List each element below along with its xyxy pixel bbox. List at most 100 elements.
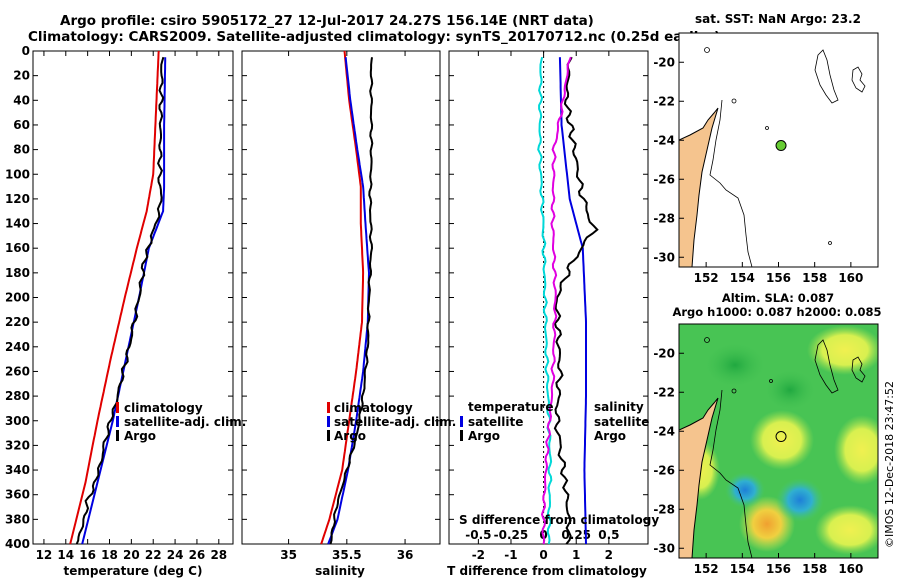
y-tick-label: 160 bbox=[5, 241, 30, 255]
x-tick-label: 2 bbox=[605, 548, 613, 562]
y-tick-label: 40 bbox=[13, 93, 30, 107]
legend-label-s-argo: Argo bbox=[594, 429, 626, 443]
map-x-tick-label: 160 bbox=[838, 271, 863, 285]
legend-swatch-climatology bbox=[327, 402, 330, 413]
legend-label-t-argo: Argo bbox=[468, 429, 500, 443]
legend-swatch-satellite bbox=[116, 416, 119, 427]
x-tick-label: 0 bbox=[539, 548, 547, 562]
y-tick-label: 280 bbox=[5, 389, 30, 403]
temperature-panel-frame bbox=[32, 50, 234, 545]
x-tick-label: 24 bbox=[167, 548, 184, 562]
map-y-tick-label: -24 bbox=[653, 133, 675, 147]
continental-shelf-contour bbox=[709, 389, 753, 558]
map-y-tick-label: -20 bbox=[653, 55, 675, 69]
sla-high-patch bbox=[750, 410, 814, 470]
float-position-marker bbox=[775, 431, 787, 443]
map-y-tick-label: -20 bbox=[653, 346, 675, 360]
temperature-plot: 12 14 16 18 20 22 24 26 280204060801001201401601… bbox=[5, 44, 233, 562]
x-tick-label: 12 bbox=[36, 548, 53, 562]
legend-swatch-argo bbox=[116, 430, 119, 441]
seamount-contour bbox=[704, 47, 710, 53]
sla-high-patch bbox=[815, 505, 878, 555]
sla-mid-patch bbox=[705, 343, 765, 387]
map-y-tick-label: -28 bbox=[653, 502, 675, 516]
sla-map-axes: 152 154 156 158 160 -20 -22 -24 -26 -28 -30 bbox=[653, 346, 863, 576]
legend-label-argo: Argo bbox=[124, 429, 156, 443]
s-difference-axis-label: S difference from climatology bbox=[459, 513, 659, 527]
y-tick-label: 20 bbox=[13, 69, 30, 83]
series-line-climatology bbox=[320, 50, 365, 545]
sla-map bbox=[679, 324, 878, 558]
figure-title-line2: Climatology: CARS2009. Satellite-adjuste… bbox=[28, 29, 720, 45]
x-tick-label: -1 bbox=[504, 548, 517, 562]
map-x-tick-label: 154 bbox=[730, 271, 755, 285]
reef-contour bbox=[814, 49, 839, 104]
sst-map-axes: 152 154 156 158 160 -20 -22 -24 -26 -28 -30 bbox=[653, 55, 863, 285]
salinity-plot: 35 35.5 36 bbox=[242, 50, 440, 562]
x-tick-label: 28 bbox=[210, 548, 227, 562]
y-tick-label: 380 bbox=[5, 512, 30, 526]
legend-swatch-climatology bbox=[116, 402, 119, 413]
y-tick-label: 300 bbox=[5, 414, 30, 428]
series-line-s-argo bbox=[540, 56, 572, 545]
difference-legend: temperature satellite Argo salinity sate… bbox=[459, 400, 659, 527]
difference-plot: -2 -1 0 1 2-0.5 -0.25 0 0.25 0.5 bbox=[449, 50, 648, 562]
y-tick-label: 200 bbox=[5, 291, 30, 305]
y-tick-label: 260 bbox=[5, 364, 30, 378]
series-line-s-satellite bbox=[537, 56, 553, 545]
sla-map-subtitle: Argo h1000: 0.087 h2000: 0.085 bbox=[672, 305, 881, 319]
map-y-tick-label: -28 bbox=[653, 211, 675, 225]
y-tick-label: 180 bbox=[5, 266, 30, 280]
legend-title-salinity: salinity bbox=[594, 400, 644, 414]
x-tick-label: 26 bbox=[189, 548, 206, 562]
legend-label-climatology: climatology bbox=[124, 401, 203, 415]
seamount-contour bbox=[769, 379, 773, 383]
sla-map-title: Altim. SLA: 0.087 bbox=[722, 291, 834, 305]
australia-landmass bbox=[679, 107, 719, 267]
map-y-tick-label: -24 bbox=[653, 424, 675, 438]
sst-map bbox=[679, 33, 878, 267]
seamount-contour bbox=[731, 98, 737, 104]
sst-map-title: sat. SST: NaN Argo: 23.2 bbox=[695, 12, 861, 26]
y-tick-label: 340 bbox=[5, 463, 30, 477]
legend-label-t-satellite: satellite bbox=[468, 415, 523, 429]
legend-label-s-satellite: satellite bbox=[594, 415, 649, 429]
australia-landmass bbox=[679, 397, 719, 558]
series-line-climatology bbox=[69, 50, 160, 545]
s-axis-tick-label: -0.25 bbox=[494, 528, 529, 542]
seamount-contour bbox=[704, 337, 710, 343]
x-tick-label: 36 bbox=[397, 548, 414, 562]
map-x-tick-label: 158 bbox=[802, 562, 827, 576]
y-tick-label: 220 bbox=[5, 315, 30, 329]
y-tick-label: 60 bbox=[13, 118, 30, 132]
x-tick-label: 1 bbox=[572, 548, 580, 562]
figure-title-line1: Argo profile: csiro 5905172_27 12-Jul-20… bbox=[60, 13, 594, 29]
reef-contour bbox=[814, 339, 839, 394]
x-tick-label: -2 bbox=[472, 548, 485, 562]
sla-low-patch bbox=[776, 478, 824, 522]
map-y-tick-label: -30 bbox=[653, 541, 675, 555]
legend-swatch-satellite bbox=[327, 416, 330, 427]
float-position-marker bbox=[775, 140, 787, 152]
x-tick-label: 14 bbox=[57, 548, 74, 562]
y-tick-label: 320 bbox=[5, 438, 30, 452]
map-y-tick-label: -30 bbox=[653, 250, 675, 264]
map-x-tick-label: 158 bbox=[802, 271, 827, 285]
sla-high-patch bbox=[807, 325, 878, 375]
map-y-tick-label: -22 bbox=[653, 385, 675, 399]
y-tick-label: 120 bbox=[5, 192, 30, 206]
x-tick-label: 22 bbox=[145, 548, 162, 562]
temperature-xlabel: temperature (deg C) bbox=[64, 564, 203, 578]
y-tick-label: 0 bbox=[22, 44, 30, 58]
map-y-tick-label: -26 bbox=[653, 463, 675, 477]
map-x-tick-label: 154 bbox=[730, 562, 755, 576]
seamount-contour bbox=[765, 126, 769, 130]
legend-title-temperature: temperature bbox=[468, 400, 553, 414]
seamount-contour bbox=[828, 241, 832, 245]
legend-label-argo: Argo bbox=[334, 429, 366, 443]
x-tick-label: 16 bbox=[79, 548, 96, 562]
series-line-t-argo bbox=[553, 56, 599, 545]
island-contour bbox=[851, 66, 866, 93]
sla-low-patch bbox=[725, 472, 765, 508]
